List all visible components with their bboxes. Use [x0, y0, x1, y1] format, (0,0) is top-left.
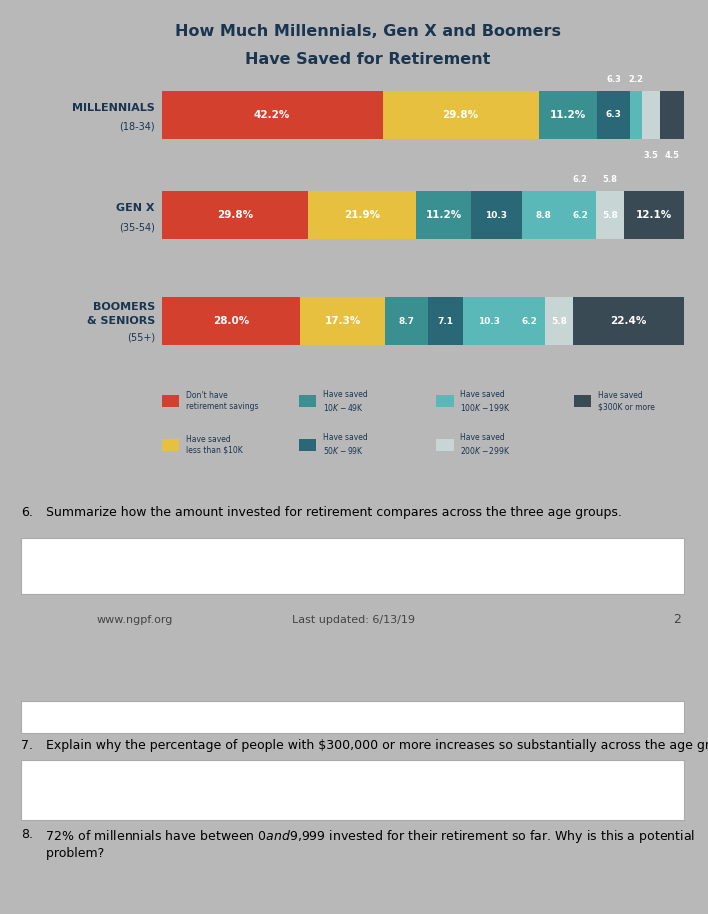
Text: Have Saved for Retirement: Have Saved for Retirement [245, 52, 491, 68]
FancyBboxPatch shape [21, 538, 684, 594]
Text: MILLENNIALS: MILLENNIALS [72, 102, 155, 112]
Text: Have saved
$50K - $99K: Have saved $50K - $99K [323, 433, 368, 456]
Text: Have saved
$300K or more: Have saved $300K or more [598, 391, 655, 411]
Bar [624, 192, 684, 239]
Text: 7.: 7. [21, 739, 33, 751]
Text: (35-54): (35-54) [119, 222, 155, 232]
Bar [161, 297, 300, 345]
Text: 8.: 8. [21, 828, 33, 841]
Bar [539, 90, 598, 139]
Text: GEN X: GEN X [116, 203, 155, 213]
Bar [514, 297, 544, 345]
Bar [630, 90, 641, 139]
Text: 8.7: 8.7 [399, 316, 415, 325]
Bar [382, 90, 539, 139]
Text: Explain why the percentage of people with $300,000 or more increases so substant: Explain why the percentage of people wit… [38, 739, 708, 751]
Bar [308, 192, 416, 239]
Text: 7.1: 7.1 [438, 316, 454, 325]
Text: 11.2%: 11.2% [550, 110, 586, 120]
Text: 22.4%: 22.4% [610, 316, 646, 326]
Text: 6.: 6. [21, 506, 33, 519]
Text: Last updated: 6/13/19: Last updated: 6/13/19 [292, 615, 416, 624]
Bar [595, 192, 624, 239]
Text: Summarize how the amount invested for retirement compares across the three age g: Summarize how the amount invested for re… [38, 506, 622, 519]
Text: 3.5: 3.5 [644, 151, 658, 160]
Text: 5.8: 5.8 [551, 316, 567, 325]
Text: & SENIORS: & SENIORS [86, 316, 155, 326]
FancyBboxPatch shape [21, 701, 684, 733]
Text: 6.3: 6.3 [606, 75, 621, 83]
Text: 42.2%: 42.2% [254, 110, 290, 120]
Bar [522, 192, 565, 239]
Bar [463, 297, 514, 345]
Text: (55+): (55+) [127, 333, 155, 343]
Bar [416, 192, 471, 239]
Text: 6.3: 6.3 [606, 111, 622, 119]
Text: 5.8: 5.8 [602, 211, 618, 220]
Text: 12.1%: 12.1% [636, 210, 672, 220]
Bar [471, 192, 522, 239]
Text: 21.9%: 21.9% [344, 210, 380, 220]
Text: Have saved
$200K - $299K: Have saved $200K - $299K [460, 433, 511, 456]
Bar [299, 396, 316, 408]
Text: (18-34): (18-34) [119, 122, 155, 132]
Text: 2.2: 2.2 [629, 75, 644, 83]
Bar [161, 396, 179, 408]
Text: Have saved
$10K - $49K: Have saved $10K - $49K [323, 390, 368, 413]
Bar [300, 297, 385, 345]
Text: www.ngpf.org: www.ngpf.org [96, 615, 173, 624]
Text: 4.5: 4.5 [664, 151, 680, 160]
Text: 28.0%: 28.0% [212, 316, 249, 326]
Bar [573, 297, 684, 345]
Text: 6.2: 6.2 [573, 175, 588, 185]
Bar [161, 439, 179, 451]
Bar [428, 297, 463, 345]
Text: Don't have
retirement savings: Don't have retirement savings [185, 391, 258, 411]
FancyBboxPatch shape [21, 760, 684, 820]
Text: 8.8: 8.8 [535, 211, 552, 220]
Bar [573, 396, 591, 408]
Bar [161, 90, 382, 139]
Bar [161, 192, 308, 239]
Bar [436, 439, 454, 451]
Text: Have saved
less than $10K: Have saved less than $10K [185, 434, 243, 454]
Text: 2: 2 [673, 613, 680, 626]
Text: 11.2%: 11.2% [426, 210, 462, 220]
Text: 29.8%: 29.8% [217, 210, 253, 220]
Text: 72% of millennials have between $0 and $9,999 invested for their retirement so f: 72% of millennials have between $0 and $… [38, 828, 695, 860]
Bar [598, 90, 630, 139]
Bar [299, 439, 316, 451]
Bar [544, 297, 573, 345]
Bar [660, 90, 684, 139]
Bar [385, 297, 428, 345]
Text: 10.3: 10.3 [477, 316, 500, 325]
Bar [436, 396, 454, 408]
Text: 6.2: 6.2 [521, 316, 537, 325]
Text: 6.2: 6.2 [572, 211, 588, 220]
Text: 10.3: 10.3 [486, 211, 508, 220]
Text: BOOMERS: BOOMERS [93, 302, 155, 312]
Text: 5.8: 5.8 [603, 175, 617, 185]
Text: 29.8%: 29.8% [442, 110, 479, 120]
Bar [565, 192, 595, 239]
Text: Have saved
$100K - $199K: Have saved $100K - $199K [460, 390, 511, 413]
Text: How Much Millennials, Gen X and Boomers: How Much Millennials, Gen X and Boomers [175, 24, 561, 38]
Text: 17.3%: 17.3% [324, 316, 360, 326]
Bar [641, 90, 660, 139]
